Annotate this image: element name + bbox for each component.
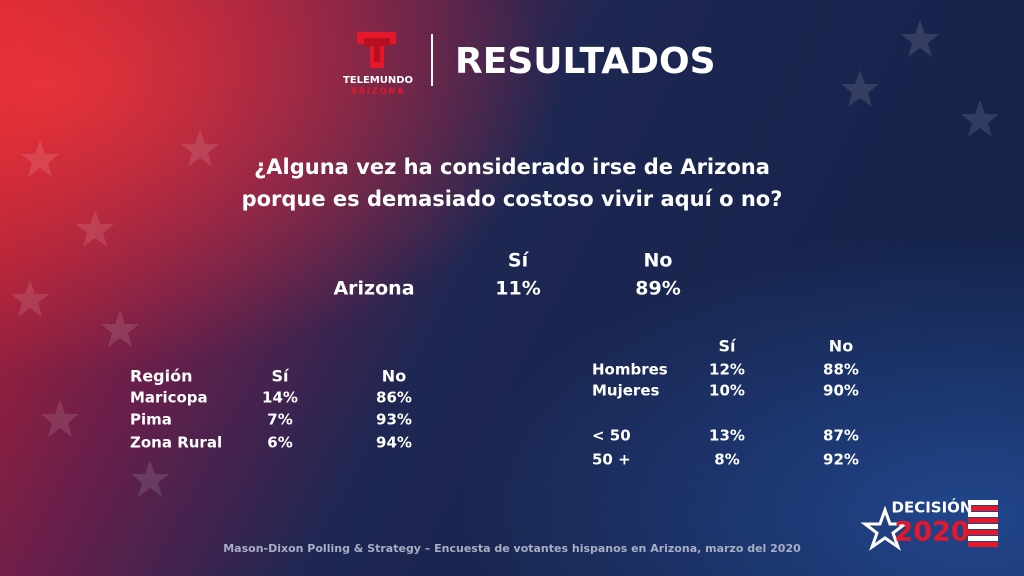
cell: 7% bbox=[267, 411, 292, 429]
cell: 6% bbox=[267, 434, 292, 452]
logo-sub: ARIZONA bbox=[351, 87, 406, 96]
question-line: ¿Alguna vez ha considerado irse de Arizo… bbox=[254, 155, 770, 179]
column-header: Sí bbox=[508, 250, 530, 272]
badge-word: DECISIÓN bbox=[892, 498, 973, 517]
cell: 89% bbox=[635, 278, 680, 300]
column-header: No bbox=[382, 367, 406, 386]
cell: 13% bbox=[709, 427, 745, 445]
cell: 87% bbox=[823, 427, 859, 445]
row-label: Maricopa bbox=[130, 389, 208, 407]
row-label: Zona Rural bbox=[130, 434, 222, 452]
question-line: porque es demasiado costoso vivir aquí o… bbox=[242, 187, 783, 211]
cell: 14% bbox=[262, 389, 298, 407]
cell: 92% bbox=[823, 451, 859, 469]
column-header: No bbox=[829, 337, 853, 356]
cell: 88% bbox=[823, 361, 859, 379]
row-label: Mujeres bbox=[592, 382, 659, 400]
badge: DECISIÓN 2020 bbox=[860, 498, 998, 551]
source: Mason-Dixon Polling & Strategy – Encuest… bbox=[223, 542, 801, 555]
cell: 94% bbox=[376, 434, 412, 452]
cell: 8% bbox=[714, 451, 739, 469]
column-header: Sí bbox=[718, 337, 737, 356]
row-label: 50 + bbox=[592, 451, 631, 469]
row-label: Pima bbox=[130, 411, 172, 429]
row-label: < 50 bbox=[592, 427, 631, 445]
column-header: Sí bbox=[271, 367, 290, 386]
cell: 86% bbox=[376, 389, 412, 407]
row-label: Hombres bbox=[592, 361, 668, 379]
cell: 11% bbox=[495, 278, 540, 300]
title: RESULTADOS bbox=[455, 41, 716, 82]
cell: 93% bbox=[376, 411, 412, 429]
badge-year: 2020 bbox=[894, 517, 969, 548]
cell: 10% bbox=[709, 382, 745, 400]
cell: 90% bbox=[823, 382, 859, 400]
logo-brand: TELEMUNDO bbox=[343, 75, 413, 86]
column-header: Región bbox=[130, 367, 193, 386]
cell: 12% bbox=[709, 361, 745, 379]
tables: Sí No Arizona 11% 89% Región Sí No Maricopa 14% 86… bbox=[130, 250, 859, 469]
row-label: Arizona bbox=[333, 278, 414, 300]
column-header: No bbox=[644, 250, 673, 272]
logo: TELEMUNDO ARIZONA bbox=[343, 32, 413, 96]
